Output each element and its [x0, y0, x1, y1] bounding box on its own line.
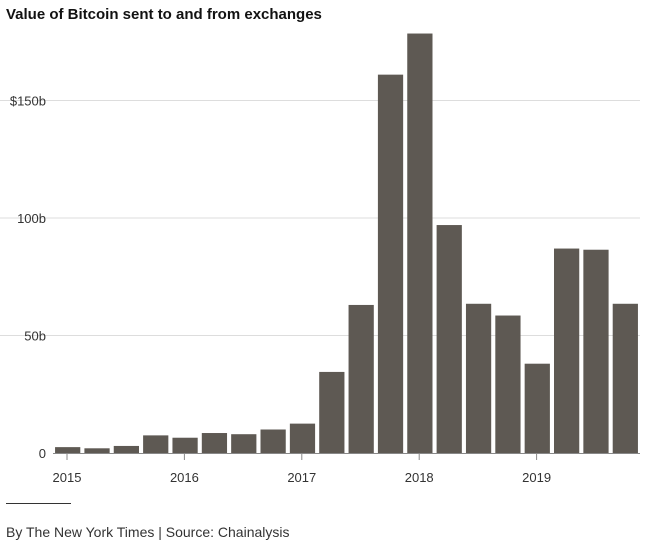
bar	[465, 303, 492, 453]
gridlines	[0, 100, 640, 336]
footer-rule	[6, 503, 71, 504]
y-tick-label: 0	[39, 446, 46, 461]
bar	[583, 249, 609, 453]
bar	[407, 33, 433, 454]
x-tick-label: 2017	[287, 470, 316, 485]
bar	[172, 437, 198, 453]
bar	[495, 315, 521, 453]
bar	[143, 435, 169, 453]
x-tick-label: 2016	[170, 470, 199, 485]
bar	[231, 434, 257, 453]
bar	[612, 303, 638, 453]
bar	[377, 74, 404, 454]
bar	[55, 447, 81, 453]
bar	[554, 248, 580, 453]
y-tick-label: 50b	[24, 329, 46, 344]
chart-title: Value of Bitcoin sent to and from exchan…	[6, 6, 322, 23]
axes: 0 50b 100b $150b 2015 2016 2017 2018 2019	[10, 94, 640, 485]
x-tick-label: 2019	[522, 470, 551, 485]
bar	[84, 448, 110, 453]
y-tick-label: $150b	[10, 94, 46, 109]
y-tick-label: 100b	[17, 211, 46, 226]
bar	[260, 429, 286, 453]
bar-chart: 0 50b 100b $150b 2015 2016 2017 2018 2019	[0, 33, 640, 485]
bar	[319, 371, 345, 453]
bar	[348, 304, 374, 453]
bar	[201, 433, 228, 453]
x-tick-label: 2015	[53, 470, 82, 485]
x-tick-label: 2018	[405, 470, 434, 485]
source-credit: By The New York Times | Source: Chainaly…	[6, 524, 290, 540]
bar	[289, 423, 316, 453]
bar	[436, 225, 462, 453]
bars	[55, 33, 638, 454]
bar	[113, 445, 139, 453]
bar	[524, 363, 550, 453]
